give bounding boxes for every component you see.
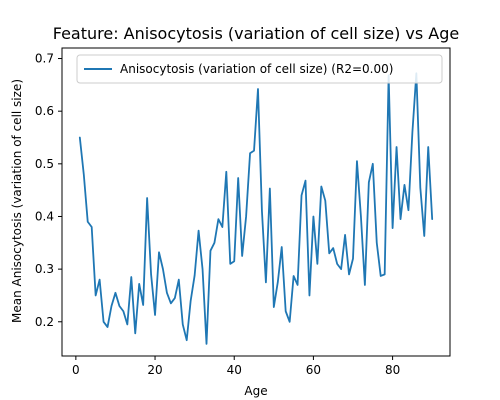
- series-layer: [78, 72, 434, 345]
- plot-area: [61, 47, 451, 357]
- ticks-layer: 0 20 40 60 80 0.2 0.3 0.4 0.5 0.6 0.7: [35, 52, 400, 377]
- y-tick-label: 0.3: [35, 262, 54, 276]
- series-line: [78, 72, 434, 345]
- y-axis-label-group: Mean Anisocytosis (variation of cell siz…: [10, 79, 24, 323]
- y-tick-label: 0.4: [35, 209, 54, 223]
- y-tick-label: 0.5: [35, 157, 54, 171]
- y-tick-label: 0.7: [35, 52, 54, 66]
- legend: Anisocytosis (variation of cell size) (R…: [76, 54, 443, 84]
- x-tick-label: 40: [227, 363, 242, 377]
- x-tick-label: 0: [72, 363, 80, 377]
- chart-title: Feature: Anisocytosis (variation of cell…: [53, 24, 460, 43]
- y-tick-label: 0.2: [35, 315, 54, 329]
- x-tick-label: 20: [147, 363, 162, 377]
- legend-box: [76, 54, 443, 84]
- y-axis-label: Mean Anisocytosis (variation of cell siz…: [10, 79, 24, 323]
- x-tick-label: 80: [385, 363, 400, 377]
- legend-label: Anisocytosis (variation of cell size) (R…: [120, 62, 393, 76]
- x-axis-label: Age: [244, 384, 267, 398]
- y-tick-label: 0.6: [35, 104, 54, 118]
- x-tick-label: 60: [306, 363, 321, 377]
- plot-frame: [61, 47, 451, 357]
